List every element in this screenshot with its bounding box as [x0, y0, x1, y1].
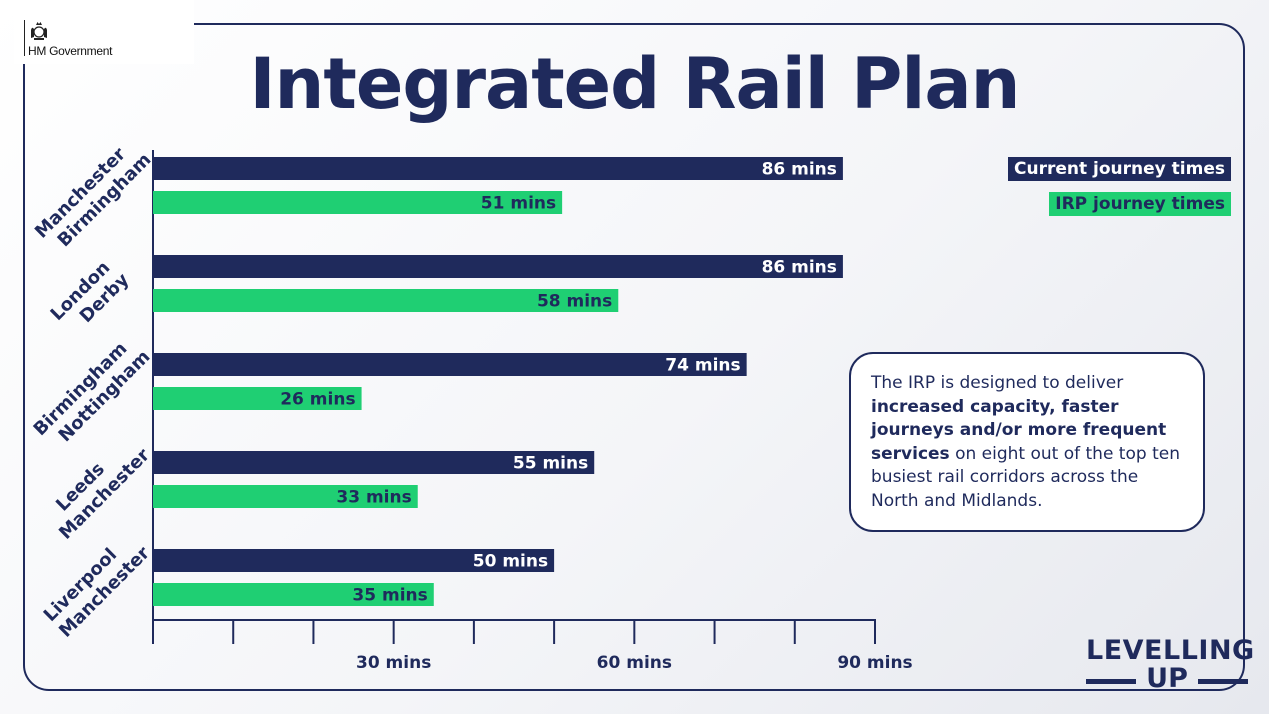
info-text-highlight: increased capacity, faster journeys and/… — [871, 396, 1167, 464]
legend-irp-journey-times: IRP journey times — [1049, 192, 1231, 216]
brand-bar-right — [1198, 679, 1248, 684]
bar-label-irp-0: 51 mins — [481, 194, 556, 214]
hm-government-logo: HM Government — [14, 0, 194, 64]
brand-line-2: UP — [1146, 663, 1188, 694]
bar-irp-4 — [153, 583, 434, 606]
x-tick-label-90: 90 mins — [837, 653, 912, 673]
bar-current-4 — [153, 549, 555, 572]
page-title: Integrated Rail Plan — [249, 43, 1021, 125]
bar-current-3 — [153, 451, 595, 474]
x-tick-label-60: 60 mins — [597, 653, 672, 673]
bar-label-irp-3: 33 mins — [336, 488, 411, 508]
legend-current-journey-times: Current journey times — [1008, 157, 1231, 181]
info-box: The IRP is designed to deliver increased… — [849, 352, 1205, 532]
brand-line-1: LEVELLING — [1086, 635, 1255, 666]
info-text-outro: on eight out of the top ten busiest rail… — [871, 443, 1180, 511]
x-tick-label-30: 30 mins — [356, 653, 431, 673]
bar-current-2 — [153, 353, 747, 376]
content-frame — [23, 23, 1245, 691]
levelling-up-logo: LEVELLING UP — [1086, 635, 1255, 694]
brand-bar-left — [1086, 679, 1136, 684]
bar-label-irp-4: 35 mins — [352, 586, 427, 606]
info-text-intro: The IRP is designed to deliver — [871, 373, 1124, 393]
bar-label-current-3: 55 mins — [513, 454, 588, 474]
bar-irp-1 — [153, 289, 619, 312]
bar-current-0 — [153, 157, 843, 180]
bar-label-current-4: 50 mins — [473, 552, 548, 572]
bar-label-irp-2: 26 mins — [280, 390, 355, 410]
logo-rule — [24, 20, 25, 56]
bar-label-current-0: 86 mins — [762, 160, 837, 180]
royal-crest-icon — [31, 22, 47, 40]
bar-label-current-1: 86 mins — [762, 258, 837, 278]
bar-current-1 — [153, 255, 843, 278]
org-name: HM Government — [28, 44, 113, 58]
bar-irp-2 — [153, 387, 362, 410]
bar-irp-3 — [153, 485, 418, 508]
bar-label-current-2: 74 mins — [665, 356, 740, 376]
bar-irp-0 — [153, 191, 563, 214]
bar-label-irp-1: 58 mins — [537, 292, 612, 312]
